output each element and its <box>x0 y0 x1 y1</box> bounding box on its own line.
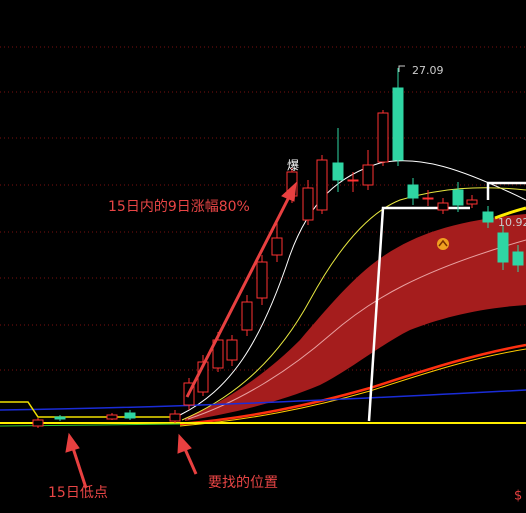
burst-label: 爆 <box>287 159 299 173</box>
candle <box>482 211 494 223</box>
band-mid-line <box>187 239 526 420</box>
candle <box>302 187 314 221</box>
band-area <box>185 214 526 421</box>
ma-red <box>179 343 526 426</box>
candle <box>256 261 268 299</box>
candle <box>347 179 359 182</box>
candle <box>32 419 44 427</box>
candle <box>169 413 181 422</box>
white-step <box>486 181 526 200</box>
candle <box>54 416 66 420</box>
candle <box>512 251 524 266</box>
candle <box>392 87 404 161</box>
low-note: 15日低点 <box>48 485 108 501</box>
arrow <box>185 194 292 398</box>
candle <box>362 164 374 186</box>
candle <box>271 237 283 256</box>
signal-icon-mark <box>438 239 448 247</box>
ma-yellow <box>181 187 526 421</box>
candle <box>241 301 253 331</box>
high-price: 27.09 <box>412 64 444 77</box>
high-marker <box>398 65 405 72</box>
arrow <box>183 448 198 475</box>
candle <box>212 339 224 369</box>
arrow-head <box>177 433 192 454</box>
currency-icon: $ <box>514 489 522 504</box>
candle <box>437 202 449 211</box>
candle <box>422 197 434 200</box>
arrows <box>65 181 297 489</box>
candle <box>316 159 328 211</box>
candle <box>466 199 478 205</box>
candle <box>452 189 464 206</box>
candle <box>332 162 344 181</box>
arrow <box>71 447 88 489</box>
candle <box>226 339 238 361</box>
candle <box>106 414 118 420</box>
signal-icon <box>437 238 449 250</box>
candle <box>497 232 509 263</box>
candle <box>124 412 136 419</box>
yellow-segment <box>494 206 526 220</box>
candle <box>407 184 419 199</box>
arrow-head <box>65 432 80 453</box>
rise-note: 15日内的9日涨幅80% <box>108 199 250 215</box>
right-price: 10.92 <box>498 216 526 229</box>
ma-blue <box>0 389 526 411</box>
candle <box>377 112 389 163</box>
target-note: 要找的位置 <box>208 475 278 491</box>
arrow-head <box>281 181 297 202</box>
